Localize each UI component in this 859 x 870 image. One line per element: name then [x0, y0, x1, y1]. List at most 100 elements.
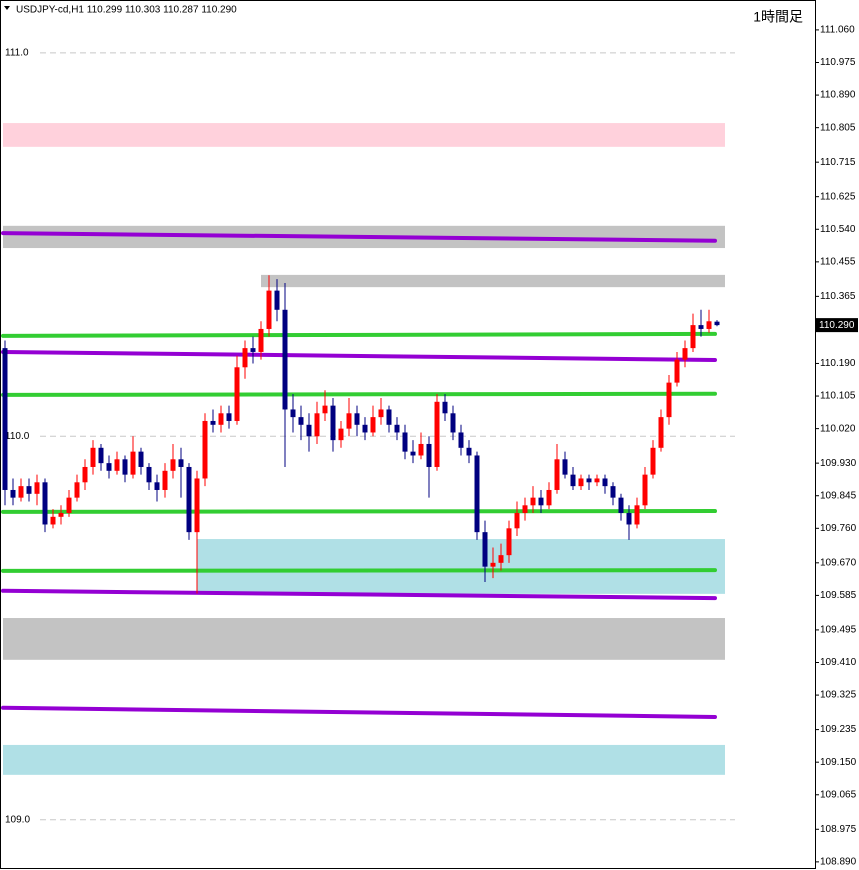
- candle-body: [50, 516, 56, 525]
- candle-body: [306, 424, 312, 437]
- candle-body: [538, 497, 544, 506]
- y-tick-label: 110.540: [820, 224, 856, 235]
- candle-body: [258, 328, 264, 352]
- candle-body: [458, 432, 464, 448]
- price-zone: [197, 539, 725, 594]
- y-tick-label: 109.760: [820, 523, 857, 534]
- candle-body: [554, 459, 560, 490]
- candle-body: [162, 470, 168, 490]
- candle-body: [330, 405, 336, 441]
- y-tick-label: 108.890: [820, 857, 857, 868]
- trend-line: [1, 568, 717, 573]
- symbol-menu-arrow[interactable]: [4, 6, 10, 10]
- price-zone: [261, 274, 725, 288]
- y-tick-label: 110.890: [820, 90, 856, 101]
- candle-body: [618, 497, 624, 513]
- candle-body: [178, 459, 184, 467]
- candle-body: [562, 459, 568, 475]
- y-tick-label: 109.410: [820, 657, 857, 668]
- candle-body: [434, 401, 440, 467]
- candle-body: [26, 486, 32, 494]
- candle-body: [418, 443, 424, 456]
- candle-body: [170, 459, 176, 471]
- candle-body: [242, 348, 248, 368]
- trend-line: [1, 705, 717, 719]
- trend-line: [1, 331, 717, 338]
- candle-body: [442, 401, 448, 414]
- candle-body: [402, 432, 408, 452]
- candle-body: [338, 428, 344, 441]
- candle-body: [114, 459, 120, 471]
- candle-body: [642, 474, 648, 506]
- y-tick-label: 108.975: [820, 824, 857, 835]
- y-tick-label: 109.235: [820, 724, 857, 735]
- candle-body: [322, 405, 328, 414]
- level-label: 111.0: [5, 48, 29, 59]
- candle-body: [666, 382, 672, 418]
- candle-body: [634, 505, 640, 525]
- candle-body: [218, 413, 224, 425]
- candle-body: [2, 348, 8, 490]
- candle-body: [706, 321, 712, 329]
- candle-body: [466, 447, 472, 456]
- y-tick-label: 109.150: [820, 757, 857, 768]
- trend-line: [1, 231, 717, 243]
- candle-body: [210, 420, 216, 425]
- y-tick-label: 109.325: [820, 690, 857, 701]
- last-price-box: [816, 318, 858, 333]
- candle-body: [146, 466, 152, 483]
- y-tick-label: 110.805: [820, 122, 856, 133]
- candle-body: [578, 478, 584, 487]
- candle-body: [586, 478, 592, 483]
- candle-body: [130, 451, 136, 475]
- candle-body: [506, 528, 512, 556]
- candle-body: [370, 417, 376, 433]
- candle-body: [10, 489, 16, 498]
- candle-body: [522, 505, 528, 513]
- y-tick-label: 110.105: [820, 391, 856, 402]
- candle-body: [362, 424, 368, 433]
- candle-body: [18, 486, 24, 498]
- candle-body: [714, 321, 720, 326]
- candle-body: [298, 417, 304, 425]
- timeframe-annotation: 1時間足: [753, 9, 803, 25]
- candle-body: [42, 482, 48, 525]
- price-zone: [3, 618, 725, 660]
- candle-body: [498, 555, 504, 563]
- candle-body: [698, 325, 704, 329]
- candle-body: [346, 413, 352, 429]
- candle-body: [674, 359, 680, 383]
- candle-body: [530, 497, 536, 506]
- y-tick-label: 111.060: [820, 25, 855, 36]
- candle-body: [650, 447, 656, 475]
- y-tick-label: 109.670: [820, 557, 857, 568]
- trend-line: [1, 349, 717, 363]
- candle-body: [658, 417, 664, 448]
- price-zone: [3, 744, 725, 775]
- candle-body: [602, 478, 608, 487]
- y-tick-label: 110.715: [820, 157, 856, 168]
- candle-body: [546, 489, 552, 506]
- candle-body: [82, 466, 88, 483]
- candle-body: [490, 562, 496, 567]
- candle-body: [58, 512, 64, 517]
- candle-body: [154, 482, 160, 490]
- trend-line: [1, 391, 717, 397]
- candle-body: [74, 482, 80, 498]
- candle-body: [610, 486, 616, 498]
- candle-body: [682, 348, 688, 360]
- candle-body: [378, 409, 384, 418]
- chart-title: USDJPY-cd,H1 110.299 110.303 110.287 110…: [16, 5, 237, 16]
- candle-body: [138, 451, 144, 467]
- candle-body: [690, 325, 696, 349]
- candle-body: [122, 459, 128, 475]
- candle-body: [474, 455, 480, 533]
- price-zone: [3, 123, 725, 147]
- candle-body: [90, 447, 96, 467]
- level-label: 109.0: [5, 814, 30, 825]
- trend-line: [1, 509, 717, 514]
- candle-body: [66, 497, 72, 513]
- candle-body: [266, 290, 272, 329]
- y-tick-label: 110.455: [820, 256, 856, 267]
- candle-body: [226, 413, 232, 421]
